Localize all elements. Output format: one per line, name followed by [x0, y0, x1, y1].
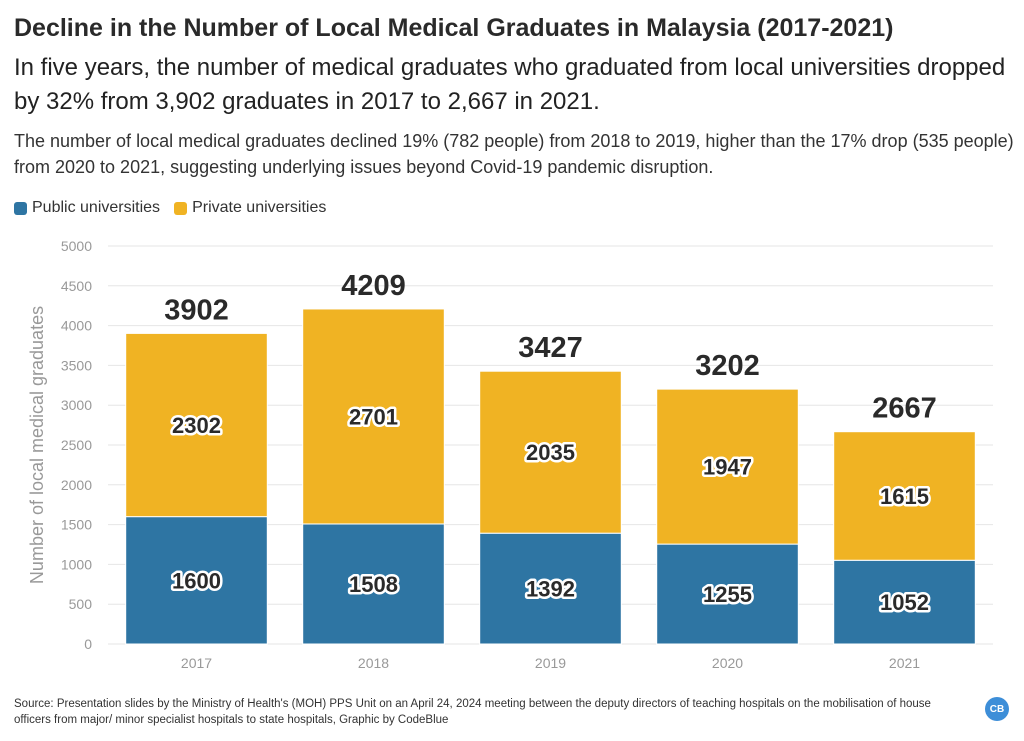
data-label-private: 2701 [349, 404, 398, 429]
legend-swatch-public [14, 201, 27, 215]
data-label-public: 1392 [526, 577, 575, 602]
data-label-public: 1255 [703, 582, 752, 607]
y-tick-label: 5000 [61, 238, 92, 254]
y-tick-label: 1000 [61, 556, 92, 572]
y-tick-label: 2500 [61, 437, 92, 453]
legend-label-public: Public universities [32, 199, 161, 216]
data-label-private: 2302 [172, 413, 221, 438]
data-label-public: 1052 [880, 590, 929, 615]
bar-segment-private [656, 388, 799, 545]
total-label: 3427 [518, 332, 583, 364]
logo-text: CB [989, 703, 1005, 715]
y-tick-label: 3000 [61, 397, 92, 413]
data-label-private: 2035 [526, 440, 575, 465]
total-label: 2667 [872, 393, 937, 425]
bar-segment-public [479, 532, 622, 645]
y-tick-label: 500 [69, 596, 93, 612]
data-label-private: 1947 [703, 455, 752, 480]
y-tick-label: 4500 [61, 278, 92, 294]
bar-segment-private [833, 431, 976, 561]
y-tick-label: 3500 [61, 357, 92, 373]
bar-segment-private [479, 370, 622, 534]
total-label: 4209 [341, 270, 406, 302]
data-label-private: 1615 [880, 484, 929, 509]
legend-item-private[interactable]: Private universities [174, 199, 326, 217]
x-tick-label: 2020 [712, 655, 743, 671]
y-tick-label: 4000 [61, 318, 92, 334]
y-axis-label: Number of local medical graduates [27, 306, 47, 584]
codeblue-logo: CB [985, 697, 1009, 721]
legend-label-private: Private universities [192, 199, 327, 216]
stacked-bar-chart: 0 500 1000 1500 2000 2500 3000 3500 4000 4500 5000… [27, 238, 993, 671]
x-tick-label: 2021 [889, 655, 920, 671]
y-tick-label: 0 [84, 636, 92, 652]
x-tick-label: 2018 [358, 655, 389, 671]
x-tick-label: 2017 [181, 655, 212, 671]
x-tick-label: 2019 [535, 655, 566, 671]
data-label-public: 1508 [349, 572, 398, 597]
bar-segment-private [302, 308, 445, 525]
bar-segment-public [656, 543, 799, 645]
legend: Public universities Private universities [14, 199, 340, 217]
chart-subtitle: In five years, the number of medical gra… [14, 54, 1006, 115]
data-label-public: 1600 [172, 568, 221, 593]
legend-item-public[interactable]: Public universities [14, 199, 160, 217]
y-tick-label: 2000 [61, 477, 92, 493]
bar-segment-private [125, 332, 268, 518]
chart-description: The number of local medical graduates de… [14, 131, 1014, 177]
bar-segment-public [833, 559, 976, 645]
total-label: 3202 [695, 350, 760, 382]
bar-segment-public [125, 516, 268, 645]
chart-title: Decline in the Number of Local Medical G… [14, 14, 894, 42]
source-note: Source: Presentation slides by the Minis… [14, 698, 931, 726]
y-tick-label: 1500 [61, 517, 92, 533]
bar-segment-public [302, 523, 445, 645]
legend-swatch-private [174, 201, 188, 215]
total-label: 3902 [164, 294, 229, 326]
